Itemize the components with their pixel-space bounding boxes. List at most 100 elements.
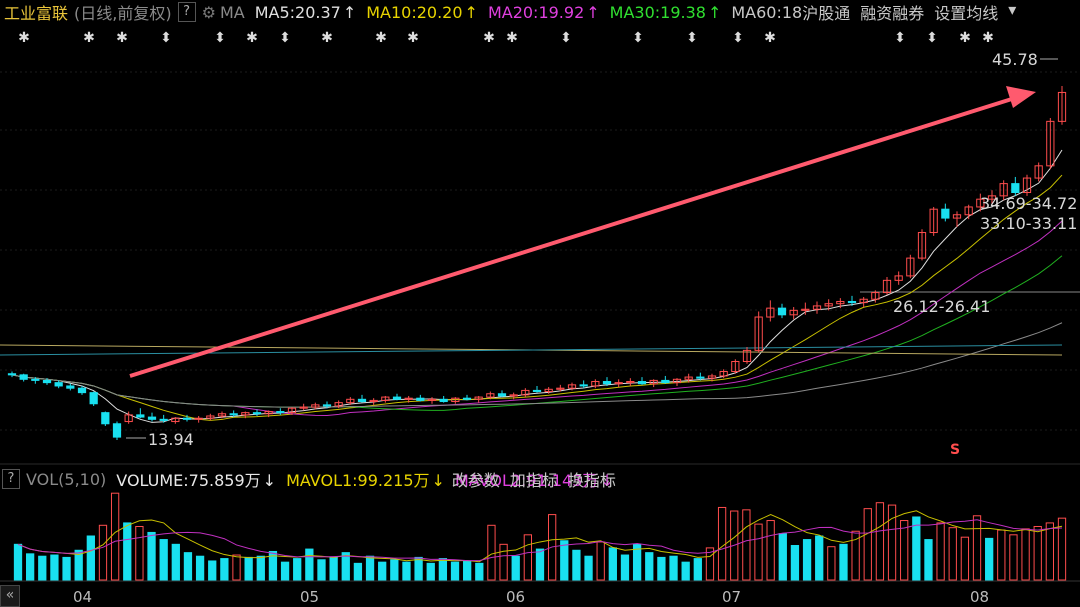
volume-bar [766,520,775,581]
candle-body [871,292,880,300]
candle-body [894,275,903,281]
x-tick-08: 08 [970,588,990,606]
candle-body [754,316,763,351]
updown-marker-icon[interactable]: ⬍ [686,30,698,46]
volume-bar [632,543,642,581]
candle-body [532,389,542,393]
ma-label[interactable]: MA [219,2,245,22]
x-tick-06: 06 [506,588,526,606]
volume-bar [317,559,326,581]
updown-marker-icon[interactable]: ⬍ [632,30,644,46]
gear-icon[interactable]: ⚙ [201,2,216,22]
candle-body [392,396,402,400]
asterisk-marker-icon[interactable]: ✱ [764,30,776,46]
updown-marker-icon[interactable]: ⬍ [160,30,172,46]
candle-body [462,397,472,400]
header-link[interactable]: 沪股通 [802,4,851,23]
candle-body [1034,165,1043,179]
volume-link[interactable]: 加指标 [509,471,558,490]
candle-body [217,413,227,417]
volume-label[interactable]: VOL(5,10) [26,469,107,489]
asterisk-marker-icon[interactable]: ✱ [982,30,994,46]
volume-bar [827,546,836,581]
scroll-left-button[interactable]: « [0,585,20,607]
candle-body [614,382,623,385]
updown-marker-icon[interactable]: ⬍ [214,30,226,46]
asterisk-marker-icon[interactable]: ✱ [83,30,95,46]
volume-bar [426,562,435,581]
volume-bar [450,561,460,581]
volume-bar [86,535,95,581]
volume-bar [572,549,581,581]
volume-link[interactable]: 换指标 [567,471,616,490]
asterisk-marker-icon[interactable]: ✱ [375,30,387,46]
candle-body [451,397,460,403]
candle-body [1057,91,1067,122]
volume-bar [38,555,47,581]
header-link[interactable]: 融资融券 [860,4,925,23]
volume-bar [912,516,921,581]
volume-bar [438,558,448,581]
high-price-label: 45.78 [992,50,1038,69]
candle-body [742,349,752,363]
asterisk-marker-icon[interactable]: ✱ [18,30,30,46]
volume-bar [98,524,108,581]
chart-mode[interactable]: (日线,前复权) [74,4,172,23]
updown-marker-icon[interactable]: ⬍ [279,30,291,46]
asterisk-marker-icon[interactable]: ✱ [116,30,128,46]
candle-body [684,376,693,380]
updown-marker-icon[interactable]: ⬍ [926,30,938,46]
candle-body [427,398,437,401]
volume-bar [244,556,253,581]
candle-body [147,416,157,420]
volume-trend-icon: ↓ [262,471,277,490]
asterisk-marker-icon[interactable]: ✱ [959,30,971,46]
volume-help-button[interactable]: ? [2,469,20,489]
asterisk-marker-icon[interactable]: ✱ [407,30,419,46]
updown-marker-icon[interactable]: ⬍ [894,30,906,46]
updown-marker-icon[interactable]: ⬍ [732,30,744,46]
asterisk-marker-icon[interactable]: ✱ [321,30,333,46]
volume-bar [13,543,23,581]
asterisk-marker-icon[interactable]: ✱ [246,30,258,46]
volume-bar [960,536,970,581]
volume-bar [535,548,545,581]
candle-body [206,415,215,419]
asterisk-marker-icon[interactable]: ✱ [506,30,518,46]
volume-links: 改参数 加指标 换指标 [452,467,616,491]
volume-bar [232,554,241,581]
volume-bar [1009,534,1018,581]
candle-body [766,307,775,318]
updown-marker-icon[interactable]: ⬍ [560,30,572,46]
candle-body [241,412,250,416]
candle-body [579,384,588,387]
header-link[interactable]: 设置均线 [934,4,999,23]
ma-item: MA20:19.92 [487,2,585,22]
x-tick-05: 05 [300,588,320,606]
volume-bar [839,543,848,581]
candle-body [812,305,822,310]
event-marker-s[interactable]: S [950,442,961,458]
volume-bar [596,541,605,581]
candle-body [101,412,110,425]
volume-bar [705,547,715,581]
volume-bar [717,506,727,581]
volume-bar [353,562,363,581]
volume-bar [645,552,654,581]
ma60-line [11,322,1063,408]
volume-link[interactable]: 改参数 [451,471,500,490]
candle-body [486,393,495,398]
mavol10-line [17,519,1063,562]
help-button[interactable]: ? [177,2,196,22]
candle-body [777,307,787,316]
candle-body [801,308,810,311]
volume-bar [815,535,824,581]
ma-trend-icon: ↑ [342,2,357,22]
candle-body [999,183,1008,197]
ma-trend-icon: ↑ [464,2,478,22]
stock-name[interactable]: 工业富联 [4,4,69,23]
asterisk-marker-icon[interactable]: ✱ [483,30,495,46]
volume-bar [341,552,350,581]
header-link[interactable]: ▾ [1008,0,1017,19]
event-markers: ✱ ✱ ✱ ⬍ ⬍ ✱ ⬍ ✱ ✱ ✱ ✱ ✱ ⬍ ⬍ ⬍ ⬍ ✱ ⬍ ⬍ ✱ ✱ [0,30,1080,48]
